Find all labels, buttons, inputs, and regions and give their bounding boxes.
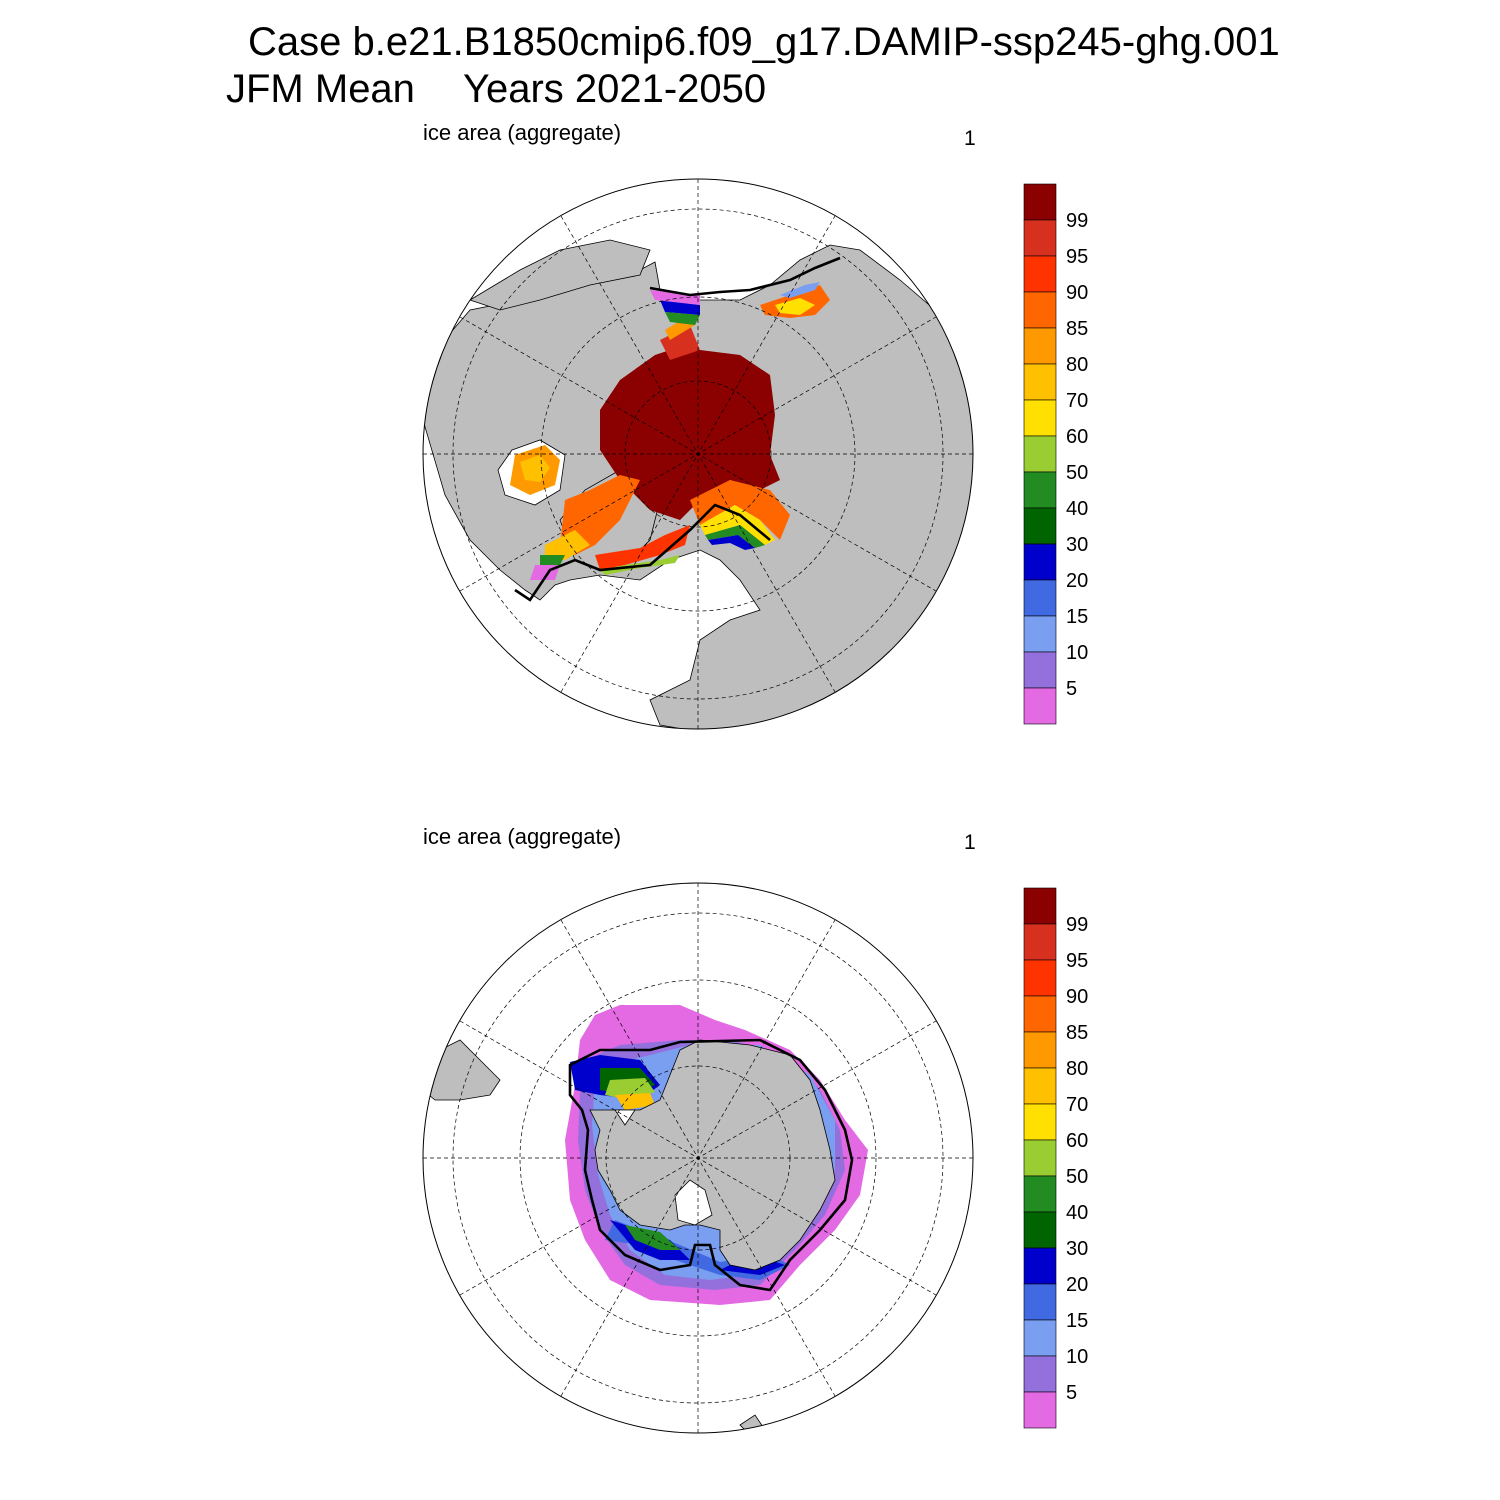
colorbar-swatch xyxy=(1023,887,1057,925)
colorbar-tick-label: 30 xyxy=(1066,1238,1088,1260)
panel-north-index: 1 xyxy=(964,127,976,150)
colorbar-swatch xyxy=(1023,543,1057,581)
north-ice-edge-contour xyxy=(514,256,841,602)
south-ice-edge-contour xyxy=(568,1038,854,1292)
colorbar-tick-label: 10 xyxy=(1066,642,1088,664)
colorbar-tick-label: 15 xyxy=(1066,1310,1088,1332)
colorbar-north: 99 95 90 85 80 70 60 50 40 30 20 15 10 5 xyxy=(1023,183,1088,725)
colorbar-swatch xyxy=(1023,1391,1057,1429)
colorbar-swatch xyxy=(1023,687,1057,725)
colorbar-tick-label: 5 xyxy=(1066,678,1077,700)
colorbar-tick-label: 60 xyxy=(1066,1130,1088,1152)
south-polar-map xyxy=(422,882,974,1434)
colorbar-swatch xyxy=(1023,1031,1057,1069)
colorbar-swatch xyxy=(1023,615,1057,653)
colorbar-swatch xyxy=(1023,995,1057,1033)
colorbar-swatch xyxy=(1023,435,1057,473)
colorbar-swatch xyxy=(1023,399,1057,437)
colorbar-swatch xyxy=(1023,363,1057,401)
colorbar-tick-label: 40 xyxy=(1066,1202,1088,1224)
panel-south-label: ice area (aggregate) xyxy=(423,824,622,849)
colorbar-swatch xyxy=(1023,507,1057,545)
colorbar-tick-label: 20 xyxy=(1066,1274,1088,1296)
colorbar-swatch xyxy=(1023,327,1057,365)
colorbar-swatch xyxy=(1023,959,1057,997)
colorbar-tick-label: 50 xyxy=(1066,462,1088,484)
south-graticule xyxy=(423,883,973,1433)
colorbar-swatch xyxy=(1023,219,1057,257)
ross-ice-shelf xyxy=(674,1179,713,1226)
colorbar-swatch xyxy=(1023,1139,1057,1177)
figure-title-case: Case b.e21.B1850cmip6.f09_g17.DAMIP-ssp2… xyxy=(248,20,1280,64)
colorbar-tick-label: 70 xyxy=(1066,390,1088,412)
colorbar-swatch xyxy=(1023,291,1057,329)
colorbar-tick-label: 10 xyxy=(1066,1346,1088,1368)
colorbar-tick-label: 50 xyxy=(1066,1166,1088,1188)
colorbar-swatch xyxy=(1023,1247,1057,1285)
colorbar-swatch xyxy=(1023,1319,1057,1357)
figure-title-period: JFM Mean Years 2021-2050 xyxy=(226,67,766,111)
colorbar-swatch xyxy=(1023,923,1057,961)
barents-ice-edge xyxy=(690,480,790,540)
colorbar-swatch xyxy=(1023,255,1057,293)
colorbar-tick-label: 80 xyxy=(1066,1058,1088,1080)
colorbar-tick-label: 95 xyxy=(1066,246,1088,268)
colorbar-tick-label: 95 xyxy=(1066,950,1088,972)
panel-south-index: 1 xyxy=(964,831,976,854)
colorbar-tick-label: 30 xyxy=(1066,534,1088,556)
years-label: Years 2021-2050 xyxy=(462,67,767,111)
colorbar-swatch xyxy=(1023,579,1057,617)
colorbar-tick-label: 60 xyxy=(1066,426,1088,448)
colorbar-tick-label: 80 xyxy=(1066,354,1088,376)
colorbar-tick-label: 99 xyxy=(1066,210,1088,232)
colorbar-tick-label: 20 xyxy=(1066,570,1088,592)
colorbar-tick-label: 70 xyxy=(1066,1094,1088,1116)
colorbar-south: 99 95 90 85 80 70 60 50 40 30 20 15 10 5 xyxy=(1023,887,1088,1429)
colorbar-tick-label: 85 xyxy=(1066,318,1088,340)
colorbar-swatch xyxy=(1023,1355,1057,1393)
colorbar-tick-label: 85 xyxy=(1066,1022,1088,1044)
colorbar-swatch xyxy=(1023,1211,1057,1249)
colorbar-swatch xyxy=(1023,471,1057,509)
colorbar-tick-label: 90 xyxy=(1066,986,1088,1008)
north-graticule xyxy=(423,179,973,729)
colorbar-tick-label: 40 xyxy=(1066,498,1088,520)
season-label: JFM Mean xyxy=(226,67,415,111)
panel-north-label: ice area (aggregate) xyxy=(423,120,622,145)
antarctica xyxy=(589,1039,836,1271)
colorbar-swatch xyxy=(1023,1103,1057,1141)
colorbar-swatch xyxy=(1023,1283,1057,1321)
colorbar-tick-label: 90 xyxy=(1066,282,1088,304)
arctic-pack-ice xyxy=(600,345,780,520)
colorbar-swatch xyxy=(1023,651,1057,689)
colorbar-swatch xyxy=(1023,1175,1057,1213)
colorbar-swatch xyxy=(1023,1067,1057,1105)
colorbar-tick-label: 5 xyxy=(1066,1382,1077,1404)
north-polar-map xyxy=(422,178,974,730)
colorbar-swatch xyxy=(1023,183,1057,221)
colorbar-tick-label: 99 xyxy=(1066,914,1088,936)
colorbar-tick-label: 15 xyxy=(1066,606,1088,628)
